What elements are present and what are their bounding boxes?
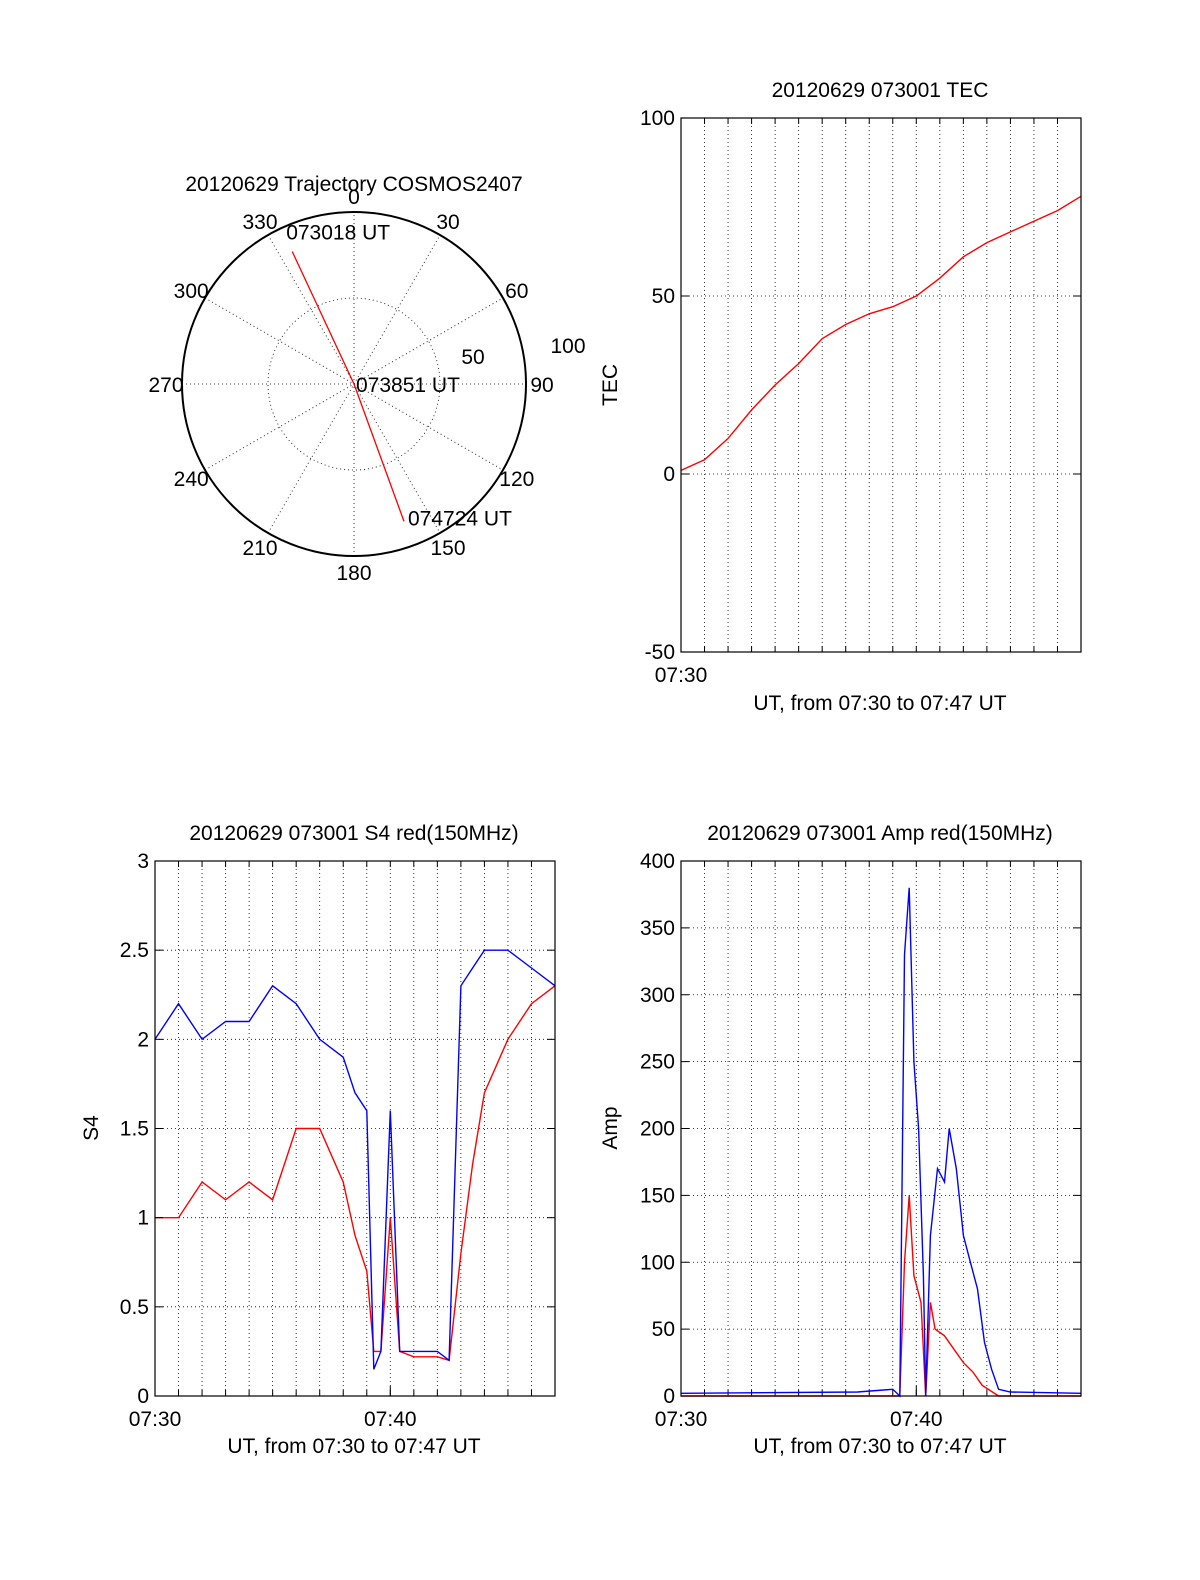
s4-xtick-label: 07:30 bbox=[129, 1408, 182, 1431]
s4-series-red bbox=[155, 985, 556, 1362]
s4-title: 20120629 073001 S4 red(150MHz) bbox=[189, 822, 518, 845]
tec-series-red bbox=[680, 195, 1082, 472]
tec-plot: 20120629 073001 TEC UT, from 07:30 to 07… bbox=[599, 79, 1082, 715]
amp-ytick-label: 250 bbox=[640, 1051, 675, 1074]
azimuth-label-90: 90 bbox=[530, 374, 553, 397]
s4-xtick-label: 07:40 bbox=[364, 1408, 417, 1431]
azimuth-label-120: 120 bbox=[499, 468, 534, 491]
amp-xtick-label: 07:30 bbox=[655, 1408, 708, 1431]
azimuth-label-150: 150 bbox=[430, 537, 465, 560]
azimuth-label-300: 300 bbox=[174, 280, 209, 303]
tec-ytick-label: 100 bbox=[640, 107, 675, 130]
tec-ytick-label: 50 bbox=[652, 285, 675, 308]
trajectory-point-label: 073018 UT bbox=[286, 221, 390, 244]
tec-xtick-label: 07:30 bbox=[655, 664, 708, 687]
tec-title: 20120629 073001 TEC bbox=[772, 79, 989, 102]
amp-ylabel: Amp bbox=[599, 1106, 622, 1149]
azimuth-label-210: 210 bbox=[242, 537, 277, 560]
azimuth-label-330: 330 bbox=[242, 211, 277, 234]
s4-plot-area: 0 0.5 1 1.5 2 2.5 3 07:30 07:40 bbox=[120, 850, 556, 1431]
polar-inner-circle bbox=[267, 297, 441, 471]
s4-ytick-label: 3 bbox=[137, 850, 149, 873]
s4-ytick-label: 0.5 bbox=[120, 1296, 149, 1319]
trajectory-polar-plot: 20120629 Trajectory COSMOS2407 0 30 60 90 12… bbox=[148, 173, 585, 585]
amp-ytick-label: 0 bbox=[663, 1385, 675, 1408]
amp-ytick-label: 150 bbox=[640, 1184, 675, 1207]
amp-ytick-label: 50 bbox=[652, 1318, 675, 1341]
s4-plot: 20120629 073001 S4 red(150MHz) UT, from … bbox=[80, 822, 556, 1458]
radial-label-100: 100 bbox=[550, 335, 585, 358]
s4-ytick-label: 2.5 bbox=[120, 939, 149, 962]
tec-xlabel: UT, from 07:30 to 07:47 UT bbox=[753, 692, 1006, 715]
amp-ytick-label: 200 bbox=[640, 1118, 675, 1141]
amp-xlabel: UT, from 07:30 to 07:47 UT bbox=[753, 1435, 1006, 1458]
azimuth-label-60: 60 bbox=[505, 280, 528, 303]
s4-ytick-label: 0 bbox=[137, 1385, 149, 1408]
s4-series-blue bbox=[154, 949, 556, 1370]
azimuth-label-240: 240 bbox=[174, 468, 209, 491]
azimuth-label-0: 0 bbox=[348, 186, 360, 209]
tec-ylabel: TEC bbox=[599, 364, 622, 406]
tec-axes-frame bbox=[680, 117, 1082, 653]
azimuth-label-180: 180 bbox=[336, 562, 371, 585]
amp-ytick-label: 350 bbox=[640, 917, 675, 940]
amp-plot-area: 0 50 100 150 200 250 300 350 400 07:30 07:40 bbox=[640, 850, 1082, 1431]
s4-ytick-label: 1 bbox=[137, 1207, 149, 1230]
amp-ytick-label: 100 bbox=[640, 1251, 675, 1274]
amp-ytick-label: 300 bbox=[640, 984, 675, 1007]
radial-label-50: 50 bbox=[461, 346, 484, 369]
s4-ytick-label: 1.5 bbox=[120, 1118, 149, 1141]
trajectory-title: 20120629 Trajectory COSMOS2407 bbox=[185, 173, 522, 196]
tec-plot-area: -50 0 50 100 07:30 bbox=[640, 107, 1082, 687]
amp-ytick-label: 400 bbox=[640, 850, 675, 873]
trajectory-line bbox=[291, 251, 405, 522]
s4-ylabel: S4 bbox=[80, 1115, 103, 1141]
trajectory-point-label: 074724 UT bbox=[408, 507, 512, 530]
amp-xtick-label: 07:40 bbox=[890, 1408, 943, 1431]
amp-series-red bbox=[681, 1195, 1081, 1397]
trajectory-point-label: 073851 UT bbox=[356, 374, 460, 397]
s4-ytick-label: 2 bbox=[137, 1028, 149, 1051]
radial-labels: 50 100 bbox=[461, 335, 585, 369]
amp-title: 20120629 073001 Amp red(150MHz) bbox=[707, 822, 1053, 845]
amp-series-blue bbox=[680, 887, 1082, 1398]
azimuth-label-270: 270 bbox=[148, 374, 183, 397]
s4-xlabel: UT, from 07:30 to 07:47 UT bbox=[227, 1435, 480, 1458]
azimuth-label-30: 30 bbox=[436, 211, 459, 234]
trajectory-series: 073018 UT 073851 UT 074724 UT bbox=[286, 221, 512, 530]
tec-ytick-label: -50 bbox=[645, 641, 675, 664]
azimuth-labels: 0 30 60 90 120 150 180 210 240 270 300 330 bbox=[148, 186, 553, 585]
tec-ytick-label: 0 bbox=[663, 463, 675, 486]
amp-plot: 20120629 073001 Amp red(150MHz) UT, from… bbox=[599, 822, 1082, 1458]
